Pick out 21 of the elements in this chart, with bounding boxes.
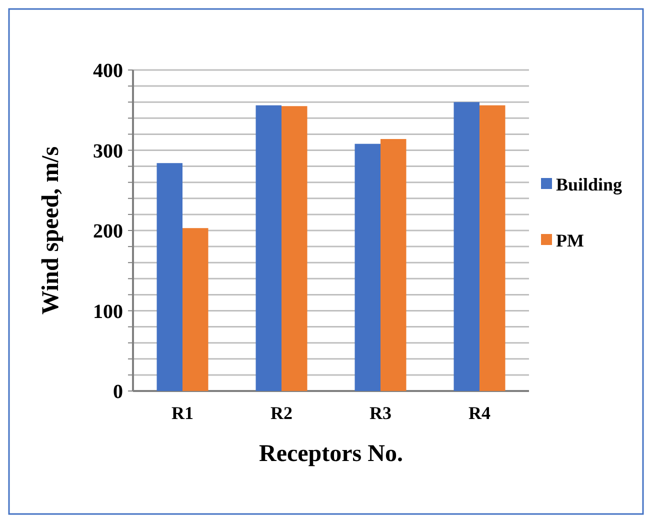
x-axis-title: Receptors No. bbox=[259, 441, 403, 467]
y-tick-label: 300 bbox=[93, 140, 123, 162]
y-tick-label: 400 bbox=[93, 60, 123, 82]
x-tick-label: R3 bbox=[370, 403, 392, 423]
x-tick-label: R4 bbox=[468, 403, 490, 423]
legend-label: PM bbox=[556, 230, 584, 250]
x-tick-label: R2 bbox=[270, 403, 292, 423]
y-tick-label: 0 bbox=[113, 381, 123, 403]
bar bbox=[282, 106, 308, 391]
legend-label: Building bbox=[556, 174, 622, 194]
bar bbox=[480, 105, 506, 391]
bar bbox=[354, 144, 380, 391]
x-tick-label: R1 bbox=[172, 403, 194, 423]
y-tick-label: 100 bbox=[93, 300, 123, 323]
bar bbox=[156, 163, 182, 391]
y-tick-label: 200 bbox=[93, 220, 123, 242]
bar bbox=[182, 228, 208, 391]
bar bbox=[380, 139, 406, 391]
bar bbox=[256, 105, 282, 391]
bar bbox=[454, 102, 480, 391]
y-axis-title: Wind speed, m/s bbox=[38, 146, 64, 315]
